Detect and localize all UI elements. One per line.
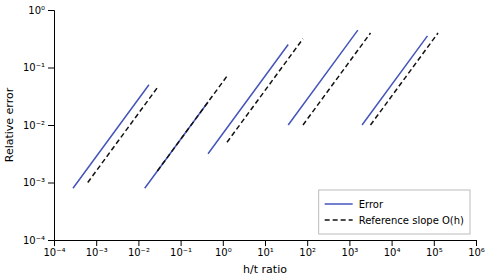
legend-swatch bbox=[325, 203, 353, 205]
axis-line bbox=[55, 241, 477, 247]
tick: 10⁻⁴ bbox=[43, 240, 65, 258]
tick-label: 10⁻² bbox=[128, 247, 150, 258]
plot: 10⁻⁴10⁻³10⁻²10⁻¹10⁰10¹10²10³10⁴10⁵10⁶10⁻… bbox=[23, 5, 485, 258]
tick-label: 10⁶ bbox=[468, 247, 485, 258]
tick-mark bbox=[48, 240, 54, 241]
tick-mark bbox=[48, 10, 54, 11]
tick: 10⁻¹ bbox=[23, 62, 54, 73]
tick-mark bbox=[181, 240, 182, 246]
y-axis: 10⁻⁴ 10⁻³ 10⁻² 10⁻¹ 10⁰ bbox=[23, 5, 55, 246]
axis-line bbox=[48, 11, 55, 241]
tick: 10² bbox=[299, 240, 316, 258]
tick-mark bbox=[434, 240, 435, 246]
series-line bbox=[73, 30, 427, 188]
tick-label: 10⁻³ bbox=[86, 247, 108, 258]
legend-label: Reference slope O(h) bbox=[359, 215, 464, 226]
x-axis-title: h/t ratio bbox=[243, 263, 287, 276]
tick-mark bbox=[48, 68, 54, 69]
tick: 10⁻³ bbox=[86, 240, 108, 258]
tick-label: 10⁻² bbox=[23, 120, 45, 131]
legend-box bbox=[319, 190, 470, 234]
tick-mark bbox=[476, 240, 477, 246]
tick-label: 10¹ bbox=[257, 247, 274, 258]
tick-mark bbox=[265, 240, 266, 246]
tick-mark bbox=[48, 125, 54, 126]
tick-mark bbox=[349, 240, 350, 246]
tick-mark bbox=[96, 240, 97, 246]
tick: 10⁻² bbox=[23, 120, 54, 131]
y-axis-title: Relative error bbox=[3, 87, 16, 162]
series-line bbox=[88, 33, 438, 183]
tick-label: 10⁰ bbox=[215, 247, 232, 258]
tick: 10¹ bbox=[257, 240, 274, 258]
tick-label: 10⁻⁴ bbox=[43, 247, 65, 258]
tick-mark bbox=[307, 240, 308, 246]
tick: 10⁻¹ bbox=[170, 240, 192, 258]
tick: 10⁻² bbox=[128, 240, 150, 258]
tick: 10³ bbox=[342, 240, 359, 258]
tick-label: 10² bbox=[299, 247, 316, 258]
chart: 10⁻⁴10⁻³10⁻²10⁻¹10⁰10¹10²10³10⁴10⁵10⁶10⁻… bbox=[0, 0, 492, 278]
tick-label: 10⁵ bbox=[426, 247, 443, 258]
legend-label: Error bbox=[359, 199, 384, 210]
tick-label: 10³ bbox=[342, 247, 359, 258]
legend: Error Reference slope O(h) bbox=[319, 190, 470, 234]
tick: 10⁻⁴ bbox=[23, 235, 54, 246]
tick-label: 10⁻⁴ bbox=[23, 235, 45, 246]
tick-label: 10⁴ bbox=[384, 247, 401, 258]
tick: 10⁶ bbox=[468, 240, 485, 258]
tick-label: 10⁻¹ bbox=[170, 247, 192, 258]
tick: 10⁻³ bbox=[23, 177, 54, 188]
tick-mark bbox=[392, 240, 393, 246]
tick-mark bbox=[48, 183, 54, 184]
tick: 10⁴ bbox=[384, 240, 401, 258]
x-axis: 10⁻⁴ 10⁻³ 10⁻² 10⁻¹ 10⁰ 10¹ 10² 10³ 10⁴ 10⁵ 10⁶ bbox=[43, 240, 484, 258]
legend-swatch bbox=[325, 219, 353, 221]
tick: 10⁰ bbox=[215, 240, 232, 258]
tick-mark bbox=[223, 240, 224, 246]
tick-label: 10⁻¹ bbox=[23, 62, 45, 73]
tick-label: 10⁰ bbox=[28, 5, 45, 16]
tick: 10⁵ bbox=[426, 240, 443, 258]
series-group bbox=[73, 30, 438, 188]
tick: 10⁰ bbox=[28, 5, 54, 16]
tick-label: 10⁻³ bbox=[23, 177, 45, 188]
tick-mark bbox=[138, 240, 139, 246]
